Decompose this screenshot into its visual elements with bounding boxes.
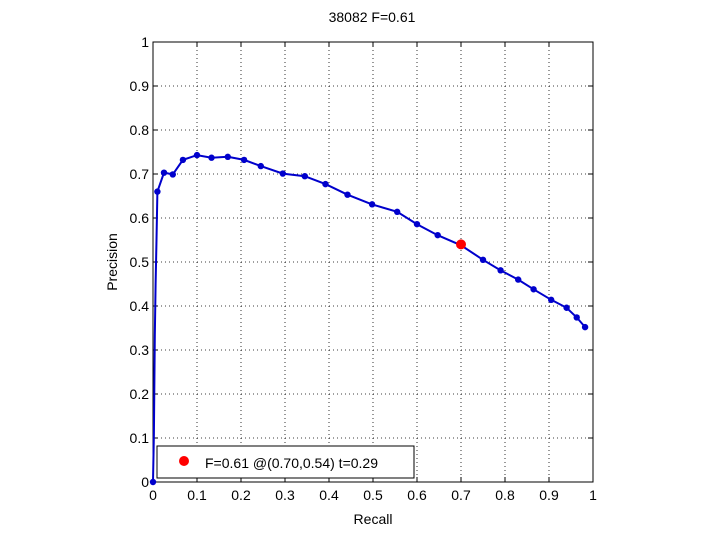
plot-frame bbox=[152, 41, 594, 483]
chart-title: 38082 F=0.61 bbox=[329, 9, 416, 25]
x-tick-label: 0.9 bbox=[539, 487, 559, 503]
x-tick-label: 0.8 bbox=[495, 487, 515, 503]
x-axis-label: Recall bbox=[354, 511, 393, 527]
x-tick-label: 0.2 bbox=[231, 487, 251, 503]
legend: F=0.61 @(0.70,0.54) t=0.29 bbox=[156, 445, 415, 479]
x-tick-labels: 0 0.1 0.2 0.3 0.4 0.5 0.6 0.7 0.8 0.9 1 bbox=[149, 487, 597, 503]
data-point bbox=[530, 286, 537, 293]
y-tick-label: 0.3 bbox=[130, 342, 150, 358]
data-point bbox=[573, 314, 580, 321]
data-point bbox=[154, 188, 161, 195]
y-tick-label: 0.6 bbox=[130, 210, 150, 226]
legend-box bbox=[156, 445, 415, 479]
x-tick-label: 0.6 bbox=[407, 487, 427, 503]
data-point bbox=[257, 162, 264, 170]
data-point bbox=[368, 201, 376, 208]
data-point bbox=[394, 208, 401, 216]
data-point bbox=[497, 267, 504, 274]
x-tick-label: 0 bbox=[149, 487, 157, 503]
best-f-point bbox=[456, 239, 466, 250]
grid bbox=[153, 42, 593, 482]
legend-marker bbox=[179, 456, 189, 466]
data-point bbox=[434, 231, 441, 239]
x-tick-label: 0.4 bbox=[319, 487, 339, 503]
y-tick-label: 0.7 bbox=[130, 166, 150, 182]
data-point bbox=[279, 170, 286, 177]
data-point bbox=[548, 296, 555, 304]
y-tick-label: 0.9 bbox=[130, 78, 150, 94]
data-point bbox=[479, 256, 487, 263]
data-point bbox=[515, 276, 522, 283]
y-tick-label: 1 bbox=[141, 34, 149, 50]
data-point bbox=[413, 220, 421, 228]
data-point bbox=[179, 156, 187, 164]
y-tick-label: 0.4 bbox=[130, 298, 150, 314]
data-point bbox=[169, 171, 176, 178]
data-point bbox=[301, 173, 308, 180]
y-axis-label: Precision bbox=[104, 233, 120, 291]
data-point bbox=[160, 169, 168, 176]
data-point bbox=[563, 304, 570, 311]
data-point bbox=[193, 151, 201, 159]
x-tick-label: 0.3 bbox=[275, 487, 295, 503]
y-tick-label: 0.1 bbox=[130, 430, 150, 446]
x-tick-label: 0.1 bbox=[187, 487, 207, 503]
x-tick-label: 0.5 bbox=[363, 487, 383, 503]
y-tick-label: 0.2 bbox=[130, 386, 150, 402]
x-tick-label: 1 bbox=[589, 487, 597, 503]
y-tick-label: 0 bbox=[141, 474, 149, 490]
data-point bbox=[240, 156, 248, 164]
y-tick-labels: 0 0.1 0.2 0.3 0.4 0.5 0.6 0.7 0.8 0.9 1 bbox=[130, 34, 150, 490]
legend-text: F=0.61 @(0.70,0.54) t=0.29 bbox=[205, 455, 378, 471]
y-tick-label: 0.5 bbox=[130, 254, 150, 270]
data-point bbox=[224, 153, 231, 161]
y-tick-label: 0.8 bbox=[130, 122, 150, 138]
data-point bbox=[208, 154, 215, 161]
x-tick-label: 0.7 bbox=[451, 487, 471, 503]
data-point bbox=[322, 180, 329, 188]
data-point bbox=[581, 323, 589, 331]
series-layer bbox=[149, 151, 589, 486]
data-point bbox=[149, 478, 157, 486]
data-point bbox=[344, 191, 351, 198]
